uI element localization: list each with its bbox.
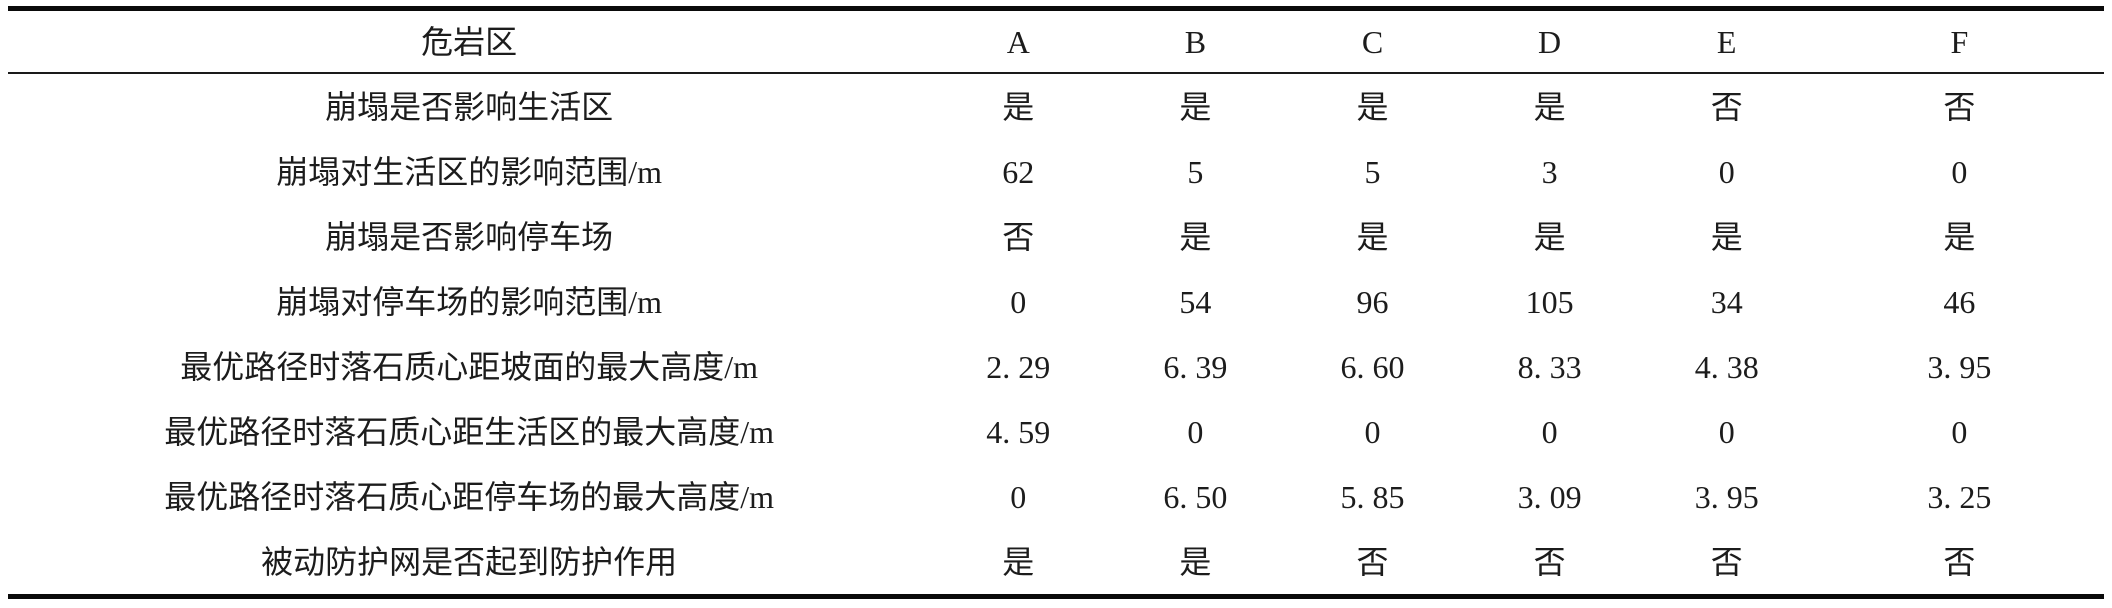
row-label: 最优路径时落石质心距坡面的最大高度/m bbox=[180, 348, 759, 385]
table-row: 最优路径时落石质心距停车场的最大高度/m 0 6. 50 5. 85 3. 09… bbox=[8, 464, 2104, 529]
danger-rock-zone-table: 危岩区 A B C D E F 崩塌是否影响生活区 是 是 是 是 否 否 崩塌… bbox=[8, 6, 2104, 599]
cell-value: 是 bbox=[1356, 88, 1389, 125]
cell-value: 是 bbox=[1002, 88, 1035, 125]
cell-value: 54 bbox=[1179, 283, 1212, 320]
row-label: 崩塌对生活区的影响范围/m bbox=[276, 153, 663, 190]
cell-value: 是 bbox=[1002, 543, 1035, 580]
cell-value: 0 bbox=[1951, 153, 1968, 190]
cell-value: 否 bbox=[1710, 88, 1743, 125]
cell-value: 否 bbox=[1710, 543, 1743, 580]
cell-value: 0 bbox=[1541, 413, 1558, 450]
cell-value: 5. 85 bbox=[1340, 478, 1405, 515]
column-header-b: B bbox=[1106, 8, 1285, 74]
cell-value: 否 bbox=[1943, 88, 1976, 125]
cell-value: 3. 95 bbox=[1927, 348, 1992, 385]
table-row: 崩塌是否影响停车场 否 是 是 是 是 是 bbox=[8, 204, 2104, 269]
cell-value: 0 bbox=[1187, 413, 1204, 450]
table-row: 被动防护网是否起到防护作用 是 是 否 否 否 否 bbox=[8, 529, 2104, 597]
cell-value: 0 bbox=[1364, 413, 1381, 450]
row-label: 被动防护网是否起到防护作用 bbox=[261, 543, 678, 580]
cell-value: 8. 33 bbox=[1517, 348, 1582, 385]
row-label: 崩塌对停车场的影响范围/m bbox=[276, 283, 663, 320]
cell-value: 6. 50 bbox=[1163, 478, 1228, 515]
row-label: 最优路径时落石质心距生活区的最大高度/m bbox=[164, 413, 775, 450]
cell-value: 否 bbox=[1356, 543, 1389, 580]
cell-value: 否 bbox=[1533, 543, 1566, 580]
cell-value: 6. 39 bbox=[1163, 348, 1228, 385]
cell-value: 46 bbox=[1943, 283, 1976, 320]
cell-value: 34 bbox=[1710, 283, 1743, 320]
cell-value: 3. 95 bbox=[1694, 478, 1759, 515]
column-header-a: A bbox=[930, 8, 1107, 74]
cell-value: 是 bbox=[1710, 218, 1743, 255]
table-row: 崩塌是否影响生活区 是 是 是 是 否 否 bbox=[8, 73, 2104, 139]
cell-value: 3. 25 bbox=[1927, 478, 1992, 515]
cell-value: 0 bbox=[1718, 413, 1735, 450]
cell-value: 是 bbox=[1179, 218, 1212, 255]
cell-value: 是 bbox=[1356, 218, 1389, 255]
column-header-f: F bbox=[1814, 8, 2104, 74]
cell-value: 5 bbox=[1187, 153, 1204, 190]
row-label: 最优路径时落石质心距停车场的最大高度/m bbox=[164, 478, 775, 515]
cell-value: 0 bbox=[1951, 413, 1968, 450]
cell-value: 0 bbox=[1718, 153, 1735, 190]
cell-value: 4. 59 bbox=[986, 413, 1051, 450]
cell-value: 是 bbox=[1179, 543, 1212, 580]
cell-value: 3 bbox=[1541, 153, 1558, 190]
cell-value: 2. 29 bbox=[986, 348, 1051, 385]
cell-value: 6. 60 bbox=[1340, 348, 1405, 385]
row-label: 崩塌是否影响生活区 bbox=[325, 88, 614, 125]
column-header-d: D bbox=[1460, 8, 1639, 74]
table-row: 崩塌对生活区的影响范围/m 62 5 5 3 0 0 bbox=[8, 139, 2104, 204]
cell-value: 0 bbox=[1010, 283, 1027, 320]
cell-value: 0 bbox=[1010, 478, 1027, 515]
header-stub-label: 危岩区 bbox=[8, 8, 931, 74]
column-header-c: C bbox=[1284, 8, 1461, 74]
cell-value: 是 bbox=[1943, 218, 1976, 255]
row-label: 崩塌是否影响停车场 bbox=[325, 218, 614, 255]
cell-value: 否 bbox=[1943, 543, 1976, 580]
cell-value: 105 bbox=[1525, 283, 1574, 320]
cell-value: 是 bbox=[1179, 88, 1212, 125]
table-row: 最优路径时落石质心距生活区的最大高度/m 4. 59 0 0 0 0 0 bbox=[8, 399, 2104, 464]
cell-value: 96 bbox=[1356, 283, 1389, 320]
table-row: 最优路径时落石质心距坡面的最大高度/m 2. 29 6. 39 6. 60 8.… bbox=[8, 334, 2104, 399]
column-header-e: E bbox=[1638, 8, 1815, 74]
cell-value: 否 bbox=[1002, 218, 1035, 255]
cell-value: 4. 38 bbox=[1694, 348, 1759, 385]
cell-value: 62 bbox=[1002, 153, 1035, 190]
table-row: 崩塌对停车场的影响范围/m 0 54 96 105 34 46 bbox=[8, 269, 2104, 334]
cell-value: 3. 09 bbox=[1517, 478, 1582, 515]
cell-value: 是 bbox=[1533, 218, 1566, 255]
header-row: 危岩区 A B C D E F bbox=[8, 8, 2104, 74]
cell-value: 5 bbox=[1364, 153, 1381, 190]
cell-value: 是 bbox=[1533, 88, 1566, 125]
